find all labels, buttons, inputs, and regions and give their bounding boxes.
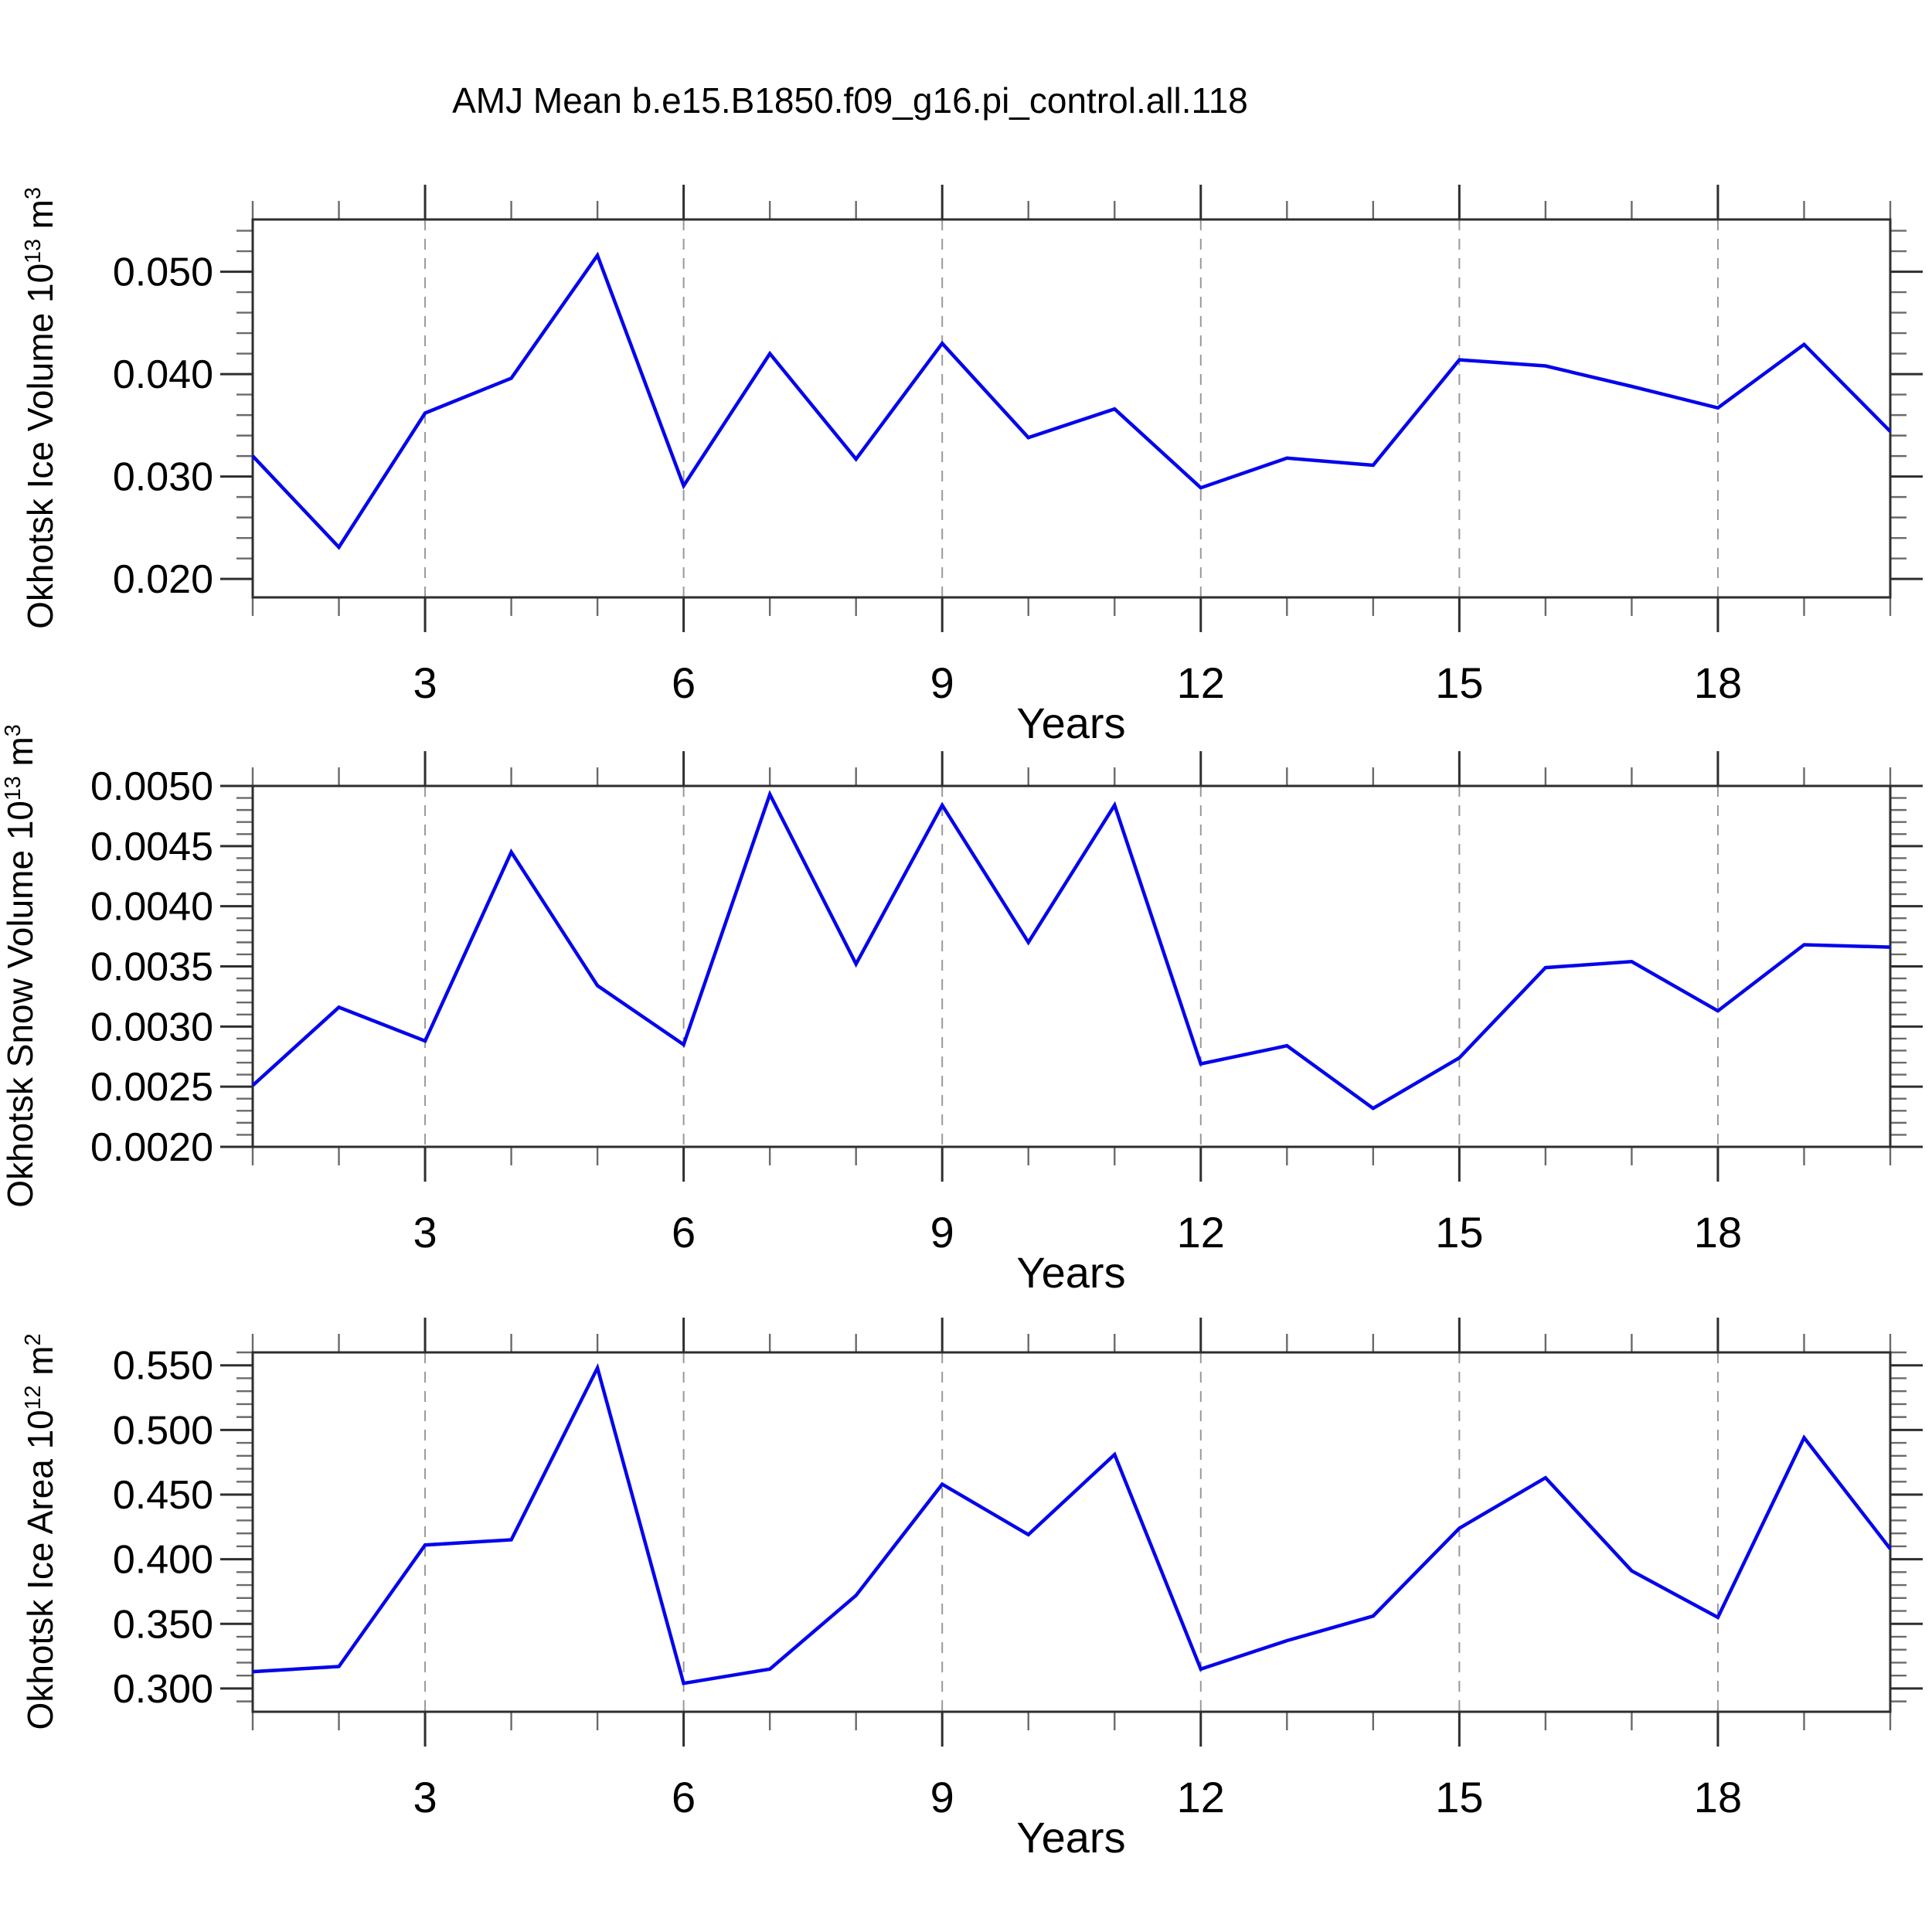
x-tick-label: 15 — [1435, 658, 1483, 707]
plot-box — [251, 218, 1892, 599]
y-tick-label: 0.020 — [113, 557, 213, 602]
x-tick-label: 3 — [413, 658, 437, 707]
y-tick-label: 0.350 — [113, 1602, 213, 1647]
exponent: 12 — [21, 1385, 46, 1410]
chart-okhotsk-ice-volume: 0.020 0.030 0.040 0.050 3 6 9 12 15 18 — [113, 185, 1923, 707]
y-tick-label: 0.550 — [113, 1344, 213, 1389]
unit-exponent: 2 — [21, 1333, 46, 1346]
x-tick-label: 18 — [1694, 658, 1742, 707]
y-tick-label: 0.050 — [113, 250, 213, 295]
figure-title: AMJ Mean b.e15.B1850.f09_g16.pi_control.… — [452, 80, 1248, 121]
x-tick-label: 3 — [413, 1773, 437, 1821]
y-axis-title-ice-volume: Okhotsk Ice Volume 1013 m3 — [19, 187, 61, 629]
y-tick-label: 0.0050 — [90, 764, 213, 809]
y-axis-title-unit: m — [20, 199, 60, 240]
y-tick-label: 0.300 — [113, 1667, 213, 1712]
y-tick-label: 0.0025 — [90, 1065, 213, 1110]
y-tick-label: 0.0020 — [90, 1125, 213, 1170]
exponent: 13 — [21, 239, 46, 264]
y-axis-title-snow-volume: Okhotsk Snow Volume 1013 m3 — [0, 724, 41, 1207]
x-tick-label: 18 — [1694, 1773, 1742, 1821]
x-tick-label: 6 — [672, 1773, 696, 1821]
y-tick-label: 0.030 — [113, 455, 213, 500]
chart-okhotsk-ice-area: 0.300 0.350 0.400 0.450 0.500 0.550 3 6 9 12 15 18 — [113, 1318, 1923, 1821]
x-tick-label: 12 — [1177, 1773, 1225, 1821]
x-tick-label: 6 — [672, 658, 696, 707]
y-axis-title-text: Okhotsk Ice Volume 10 — [20, 263, 60, 629]
y-axis-title-unit: m — [0, 736, 40, 777]
data-line-okhotsk-ice-volume — [251, 251, 1892, 550]
x-axis-title-2: Years — [1016, 1248, 1126, 1297]
y-tick-label: 0.040 — [113, 352, 213, 397]
x-tick-label: 12 — [1177, 1208, 1225, 1257]
x-tick-label: 9 — [930, 658, 954, 707]
y-tick-label: 0.0030 — [90, 1005, 213, 1049]
x-axis-title-1: Years — [1016, 699, 1126, 747]
y-tick-label: 0.0035 — [90, 945, 213, 990]
x-axis-title-3: Years — [1016, 1813, 1126, 1862]
y-axis-title-text: Okhotsk Ice Area 10 — [20, 1410, 60, 1730]
x-tick-label: 12 — [1177, 658, 1225, 707]
y-tick-label: 0.400 — [113, 1538, 213, 1583]
y-axis-title-text: Okhotsk Snow Volume 10 — [0, 800, 40, 1208]
data-line-okhotsk-ice-area — [252, 1362, 1892, 1685]
plot-box — [251, 1351, 1892, 1713]
chart-okhotsk-snow-volume: 0.0020 0.0025 0.0030 0.0035 0.0040 0.0045 0.00… — [90, 751, 1923, 1257]
y-tick-label: 0.500 — [113, 1408, 213, 1453]
unit-exponent: 3 — [21, 187, 46, 199]
y-axis-title-ice-area: Okhotsk Ice Area 1012 m2 — [19, 1334, 61, 1730]
x-tick-label: 9 — [930, 1773, 954, 1821]
data-line-okhotsk-snow-volume — [251, 790, 1891, 1111]
unit-exponent: 3 — [1, 724, 26, 737]
y-tick-label: 0.0040 — [90, 885, 213, 930]
exponent: 13 — [1, 776, 26, 801]
x-tick-label: 6 — [672, 1208, 696, 1257]
x-tick-label: 15 — [1435, 1208, 1483, 1257]
x-tick-label: 3 — [413, 1208, 437, 1257]
y-tick-label: 0.0045 — [90, 825, 213, 869]
x-tick-label: 18 — [1694, 1208, 1742, 1257]
plot-box — [251, 784, 1892, 1148]
y-tick-label: 0.450 — [113, 1473, 213, 1518]
y-axis-title-unit: m — [20, 1345, 60, 1386]
x-tick-label: 15 — [1435, 1773, 1483, 1821]
x-tick-label: 9 — [930, 1208, 954, 1257]
